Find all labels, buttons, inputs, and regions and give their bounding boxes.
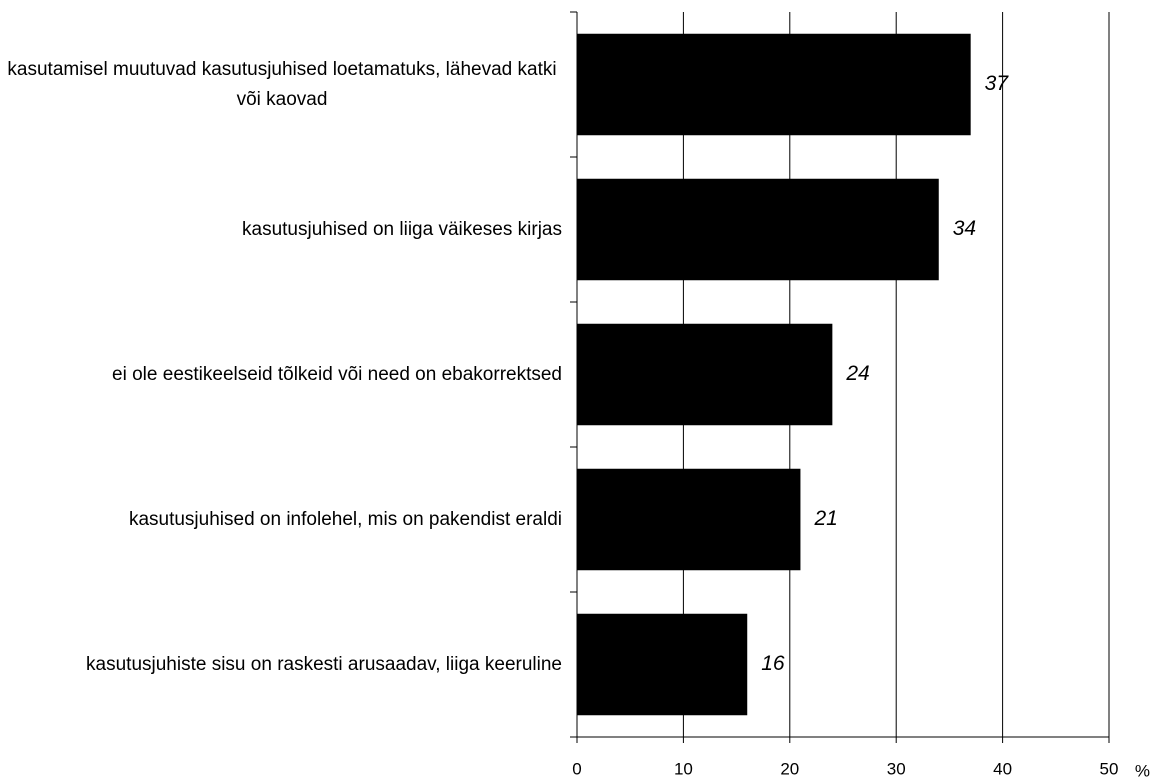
category-label-box: kasutamisel muutuvad kasutusjuhised loet…	[0, 45, 562, 125]
category-label: ei ole eestikeelseid tõlkeid või need on…	[112, 363, 562, 385]
x-tick-label: 0	[572, 759, 581, 778]
bar	[577, 468, 801, 571]
x-tick-label: 50	[1100, 759, 1119, 778]
bar	[577, 178, 939, 281]
x-tick-label: 30	[887, 759, 906, 778]
value-label: 37	[985, 72, 1010, 95]
x-tick-label: 10	[674, 759, 693, 778]
category-label: kasutusjuhised on infolehel, mis on pake…	[128, 508, 562, 530]
bar	[577, 33, 971, 136]
x-tick-label: 40	[993, 759, 1012, 778]
category-label-box: kasutusjuhised on liiga väikeses kirjas	[0, 190, 562, 270]
category-label: kasutusjuhiste sisu on raskesti arusaada…	[86, 653, 562, 675]
x-axis-label: %	[1135, 761, 1150, 780]
category-label: kasutusjuhised on liiga väikeses kirjas	[242, 218, 562, 240]
value-label: 16	[761, 652, 785, 675]
category-label-box: ei ole eestikeelseid tõlkeid või need on…	[0, 335, 562, 415]
category-label-box: kasutusjuhised on infolehel, mis on pake…	[0, 480, 562, 560]
x-tick-label: 20	[780, 759, 799, 778]
bar	[577, 613, 748, 716]
category-label: kasutamisel muutuvad kasutusjuhised loet…	[7, 58, 557, 110]
value-label: 24	[845, 362, 869, 385]
value-label: 21	[813, 507, 837, 530]
category-label-box: kasutusjuhiste sisu on raskesti arusaada…	[0, 625, 562, 705]
value-label: 34	[953, 217, 976, 240]
bar	[577, 323, 833, 426]
